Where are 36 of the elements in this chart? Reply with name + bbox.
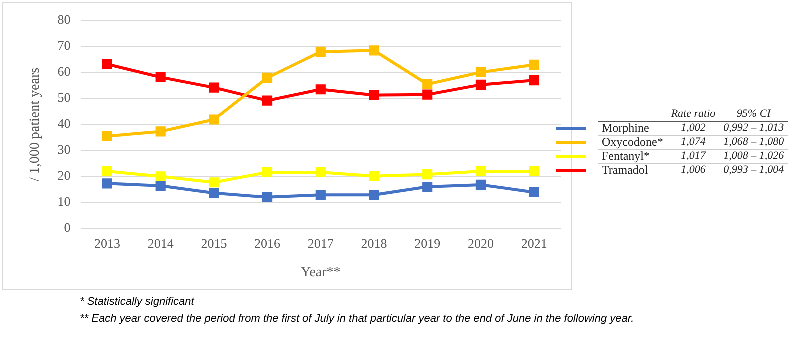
text: 1,006: [667, 164, 720, 177]
y-tick-label: 50: [58, 90, 71, 106]
x-tick-label: 2013: [94, 236, 120, 251]
y-tick-label: 10: [58, 194, 71, 210]
y-tick-label: 70: [58, 38, 71, 54]
text: 0,992 – 1,013: [720, 122, 788, 136]
text: * Statistically significant: [80, 295, 196, 310]
text: 95% CI: [720, 108, 788, 122]
y-tick-label: 60: [58, 64, 71, 80]
text: ** Each year covered the period from the first of July in that particular year to the end of June in the following year.: [80, 312, 634, 327]
y-tick-label: 0: [64, 220, 71, 236]
y-tick-label: 40: [58, 116, 71, 132]
y-axis-title: / 1,000 patient years: [28, 68, 44, 182]
y-tick-label: 20: [58, 168, 71, 184]
legend-label: Tramadol: [598, 163, 668, 177]
x-tick-label: 2020: [468, 236, 494, 251]
text: 1,068 – 1,080: [720, 136, 788, 150]
x-tick-label: 2017: [308, 236, 334, 251]
x-axis-title: Year**: [300, 265, 341, 280]
legend-label: Morphine: [598, 121, 668, 136]
text: 1,002: [667, 122, 720, 136]
x-tick-label: 2019: [414, 236, 441, 251]
x-tick-label: 2021: [521, 236, 548, 251]
text: 1,074: [667, 136, 720, 150]
x-tick-label: 2014: [148, 236, 174, 251]
text: 0,993 – 1,004: [720, 164, 788, 177]
legend-label: Oxycodone*: [598, 135, 668, 150]
x-tick-label: 2018: [361, 236, 388, 251]
text: 1,008 – 1,026: [720, 150, 788, 164]
x-tick-label: 2015: [201, 236, 228, 251]
text: Rate ratio: [667, 108, 720, 122]
y-tick-label: 80: [58, 12, 71, 28]
x-tick-label: 2016: [254, 236, 282, 251]
text: 1,017: [667, 150, 720, 164]
legend-label: Fentanyl*: [598, 149, 668, 164]
y-tick-label: 30: [58, 142, 71, 158]
